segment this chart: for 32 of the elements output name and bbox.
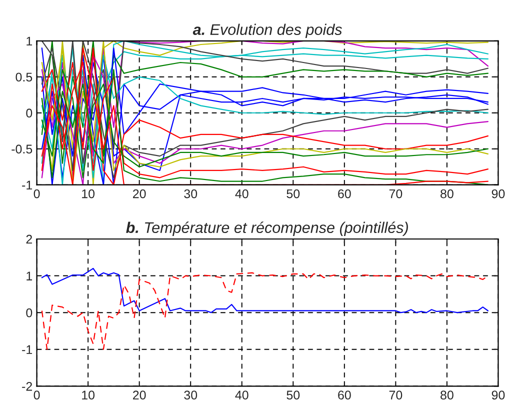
x-tick-label: 30 xyxy=(184,390,198,400)
y-tick-label: -1 xyxy=(22,180,32,190)
x-tick-label: 70 xyxy=(389,189,402,198)
chart-title: a. Evolution des poids xyxy=(192,24,342,38)
x-tick-label: 0 xyxy=(34,189,40,198)
x-tick-label: 40 xyxy=(235,390,248,400)
x-tick-label: 30 xyxy=(184,189,198,198)
x-tick-label: 70 xyxy=(389,390,402,400)
y-tick-label: 2 xyxy=(26,234,32,244)
y-tick-label: -2 xyxy=(22,382,32,391)
x-tick-label: 10 xyxy=(82,390,95,400)
x-tick-label: 40 xyxy=(235,189,248,198)
x-tick-label: 80 xyxy=(440,189,454,198)
x-tick-label: 20 xyxy=(133,390,146,400)
y-tick-label: 1 xyxy=(26,272,32,280)
x-tick-label: 50 xyxy=(286,189,300,198)
x-tick-label: 20 xyxy=(133,189,146,198)
x-tick-label: 60 xyxy=(338,390,351,400)
x-tick-label: 80 xyxy=(440,390,454,400)
y-tick-label: 0.5 xyxy=(16,72,32,82)
x-tick-label: 60 xyxy=(338,189,351,198)
chart-title: b. Température et récompense (pointillés) xyxy=(126,222,408,236)
y-tick-label: 0 xyxy=(26,308,32,318)
x-tick-label: 90 xyxy=(492,390,505,400)
x-tick-label: 0 xyxy=(34,390,40,400)
y-tick-label: 1 xyxy=(26,36,32,46)
x-tick-label: 10 xyxy=(82,189,95,198)
x-tick-label: 50 xyxy=(286,390,300,400)
y-tick-label: -0.5 xyxy=(12,144,32,154)
y-tick-label: 0 xyxy=(26,108,32,118)
y-tick-label: -1 xyxy=(22,345,32,354)
x-tick-label: 90 xyxy=(492,189,505,198)
